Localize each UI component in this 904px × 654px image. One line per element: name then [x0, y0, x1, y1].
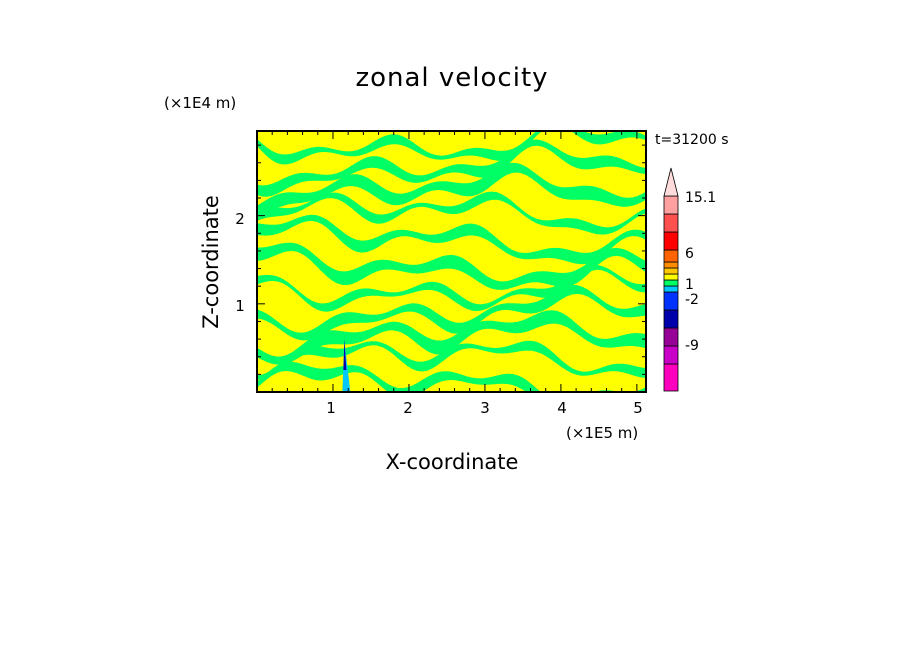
- colorbar-cell: [663, 231, 679, 251]
- x-tick-label-4: 4: [557, 399, 567, 417]
- x-tick-label-5: 5: [633, 399, 643, 417]
- colorbar-cell: [663, 279, 679, 287]
- colorbar-label-6: 6: [685, 246, 694, 262]
- contour-bands: [257, 131, 646, 392]
- y-axis-label: Z-coordinate: [199, 195, 223, 329]
- colorbar-label-1: 1: [685, 277, 694, 293]
- contour-band: [257, 340, 646, 380]
- colorbar-extend-max: [663, 167, 679, 197]
- colorbar-cell: [663, 249, 679, 263]
- contour-band: [257, 284, 646, 341]
- colorbar-cell: [663, 309, 679, 329]
- x-tick-label-3: 3: [480, 399, 490, 417]
- axis-ticks: [257, 131, 646, 392]
- jet-core: [342, 339, 351, 392]
- jet-core-mark: [343, 339, 347, 370]
- colorbar-cell: [663, 345, 679, 365]
- contour-band: [257, 191, 646, 235]
- plot-area: [256, 130, 647, 393]
- colorbar-cell: [663, 195, 679, 215]
- colorbar-cell: [663, 267, 679, 275]
- contour-band: [257, 361, 646, 392]
- colorbar-label-minus-9: -9: [685, 338, 699, 354]
- contour-band: [257, 139, 646, 197]
- contour-band: [257, 214, 646, 265]
- colorbar-cell: [663, 363, 679, 392]
- colorbar-cell: [663, 285, 679, 293]
- colorbar-label-15-1: 15.1: [685, 190, 716, 206]
- contour-band: [257, 131, 646, 165]
- x-scale-label: (×1E5 m): [566, 424, 638, 442]
- x-axis-label: X-coordinate: [386, 450, 519, 474]
- colorbar-cell: [663, 261, 679, 269]
- y-scale-label: (×1E4 m): [164, 94, 236, 112]
- colorbar-cell: [663, 273, 679, 281]
- colorbar-label-minus-2: -2: [685, 292, 699, 308]
- colorbar: [663, 167, 679, 392]
- x-tick-label-1: 1: [326, 399, 336, 417]
- colorbar-cell: [663, 327, 679, 347]
- contour-band: [257, 242, 646, 290]
- chart-title: zonal velocity: [355, 63, 548, 93]
- contour-band: [257, 310, 646, 365]
- x-tick-label-2: 2: [403, 399, 413, 417]
- contour-band: [257, 162, 646, 220]
- colorbar-labels: 15.1 6 1 -2 -9: [685, 190, 716, 354]
- colorbar-cell: [663, 291, 679, 311]
- colorbar-cell: [663, 213, 679, 233]
- y-tick-label-2: 2: [235, 210, 245, 228]
- time-label: t=31200 s: [655, 132, 729, 148]
- plot-frame: [256, 130, 647, 393]
- y-tick-label-1: 1: [235, 297, 245, 315]
- contour-band: [257, 265, 646, 312]
